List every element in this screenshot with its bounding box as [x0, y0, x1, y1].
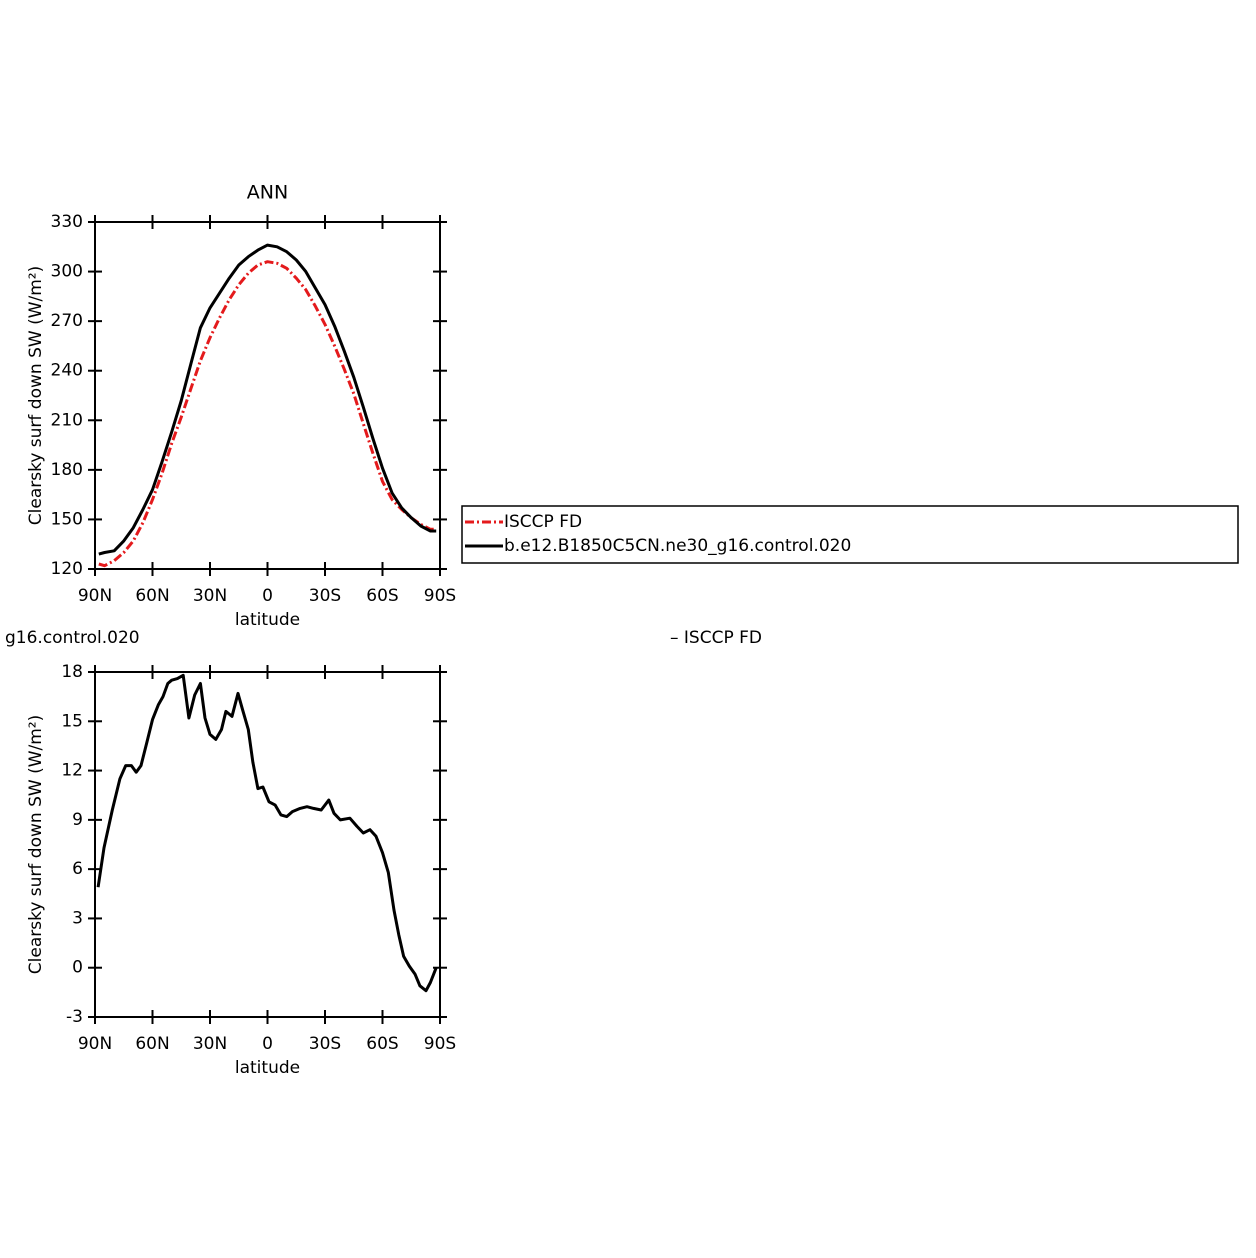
series-line — [98, 243, 437, 556]
y-tick-label: 15 — [61, 711, 83, 731]
y-tick-label: 3 — [72, 908, 83, 928]
x-tick-label: 90N — [78, 586, 112, 606]
plot-frame — [94, 671, 441, 1018]
legend-label: b.e12.B1850C5CN.ne30_g16.control.020 — [504, 536, 851, 556]
x-tick-label: 0 — [262, 1034, 273, 1054]
x-tick-label: 90S — [424, 586, 456, 606]
y-tick-label: 6 — [72, 859, 83, 879]
y-tick-label: 180 — [51, 460, 83, 480]
series-line — [96, 673, 438, 993]
y-tick-label: 300 — [51, 262, 83, 282]
chart-title: ANN — [247, 182, 288, 204]
y-tick-label: 240 — [51, 361, 83, 381]
x-tick-label: 30S — [309, 1034, 341, 1054]
y-tick-label: 210 — [51, 410, 83, 430]
y-tick-label: 12 — [61, 761, 83, 781]
x-tick-label: 60N — [135, 586, 169, 606]
x-axis-label: latitude — [235, 1058, 300, 1078]
x-tick-label: 60N — [135, 1034, 169, 1054]
y-tick-label: 150 — [51, 509, 83, 529]
x-tick-label: 30N — [193, 586, 227, 606]
x-axis-label: latitude — [235, 610, 300, 630]
x-tick-label: 90N — [78, 1034, 112, 1054]
x-tick-label: 60S — [366, 1034, 398, 1054]
y-axis-label: Clearsky surf down SW (W/m²) — [26, 266, 46, 525]
legend-box — [461, 505, 1239, 564]
y-tick-label: 0 — [72, 958, 83, 978]
x-tick-label: 30S — [309, 586, 341, 606]
x-tick-label: 60S — [366, 586, 398, 606]
y-tick-label: 9 — [72, 810, 83, 830]
x-tick-label: 0 — [262, 586, 273, 606]
x-tick-label: 30N — [193, 1034, 227, 1054]
y-axis-label: Clearsky surf down SW (W/m²) — [26, 715, 46, 974]
y-tick-label: 270 — [51, 311, 83, 331]
y-tick-label: 330 — [51, 212, 83, 232]
y-tick-label: 120 — [51, 559, 83, 579]
y-tick-label: -3 — [66, 1007, 83, 1027]
chart-title: g16.control.020 — [5, 628, 140, 648]
x-tick-label: 90S — [424, 1034, 456, 1054]
chart-subtitle: – ISCCP FD — [670, 628, 762, 648]
legend-label: ISCCP FD — [504, 512, 582, 532]
series-line — [98, 260, 437, 568]
y-tick-label: 18 — [61, 662, 83, 682]
